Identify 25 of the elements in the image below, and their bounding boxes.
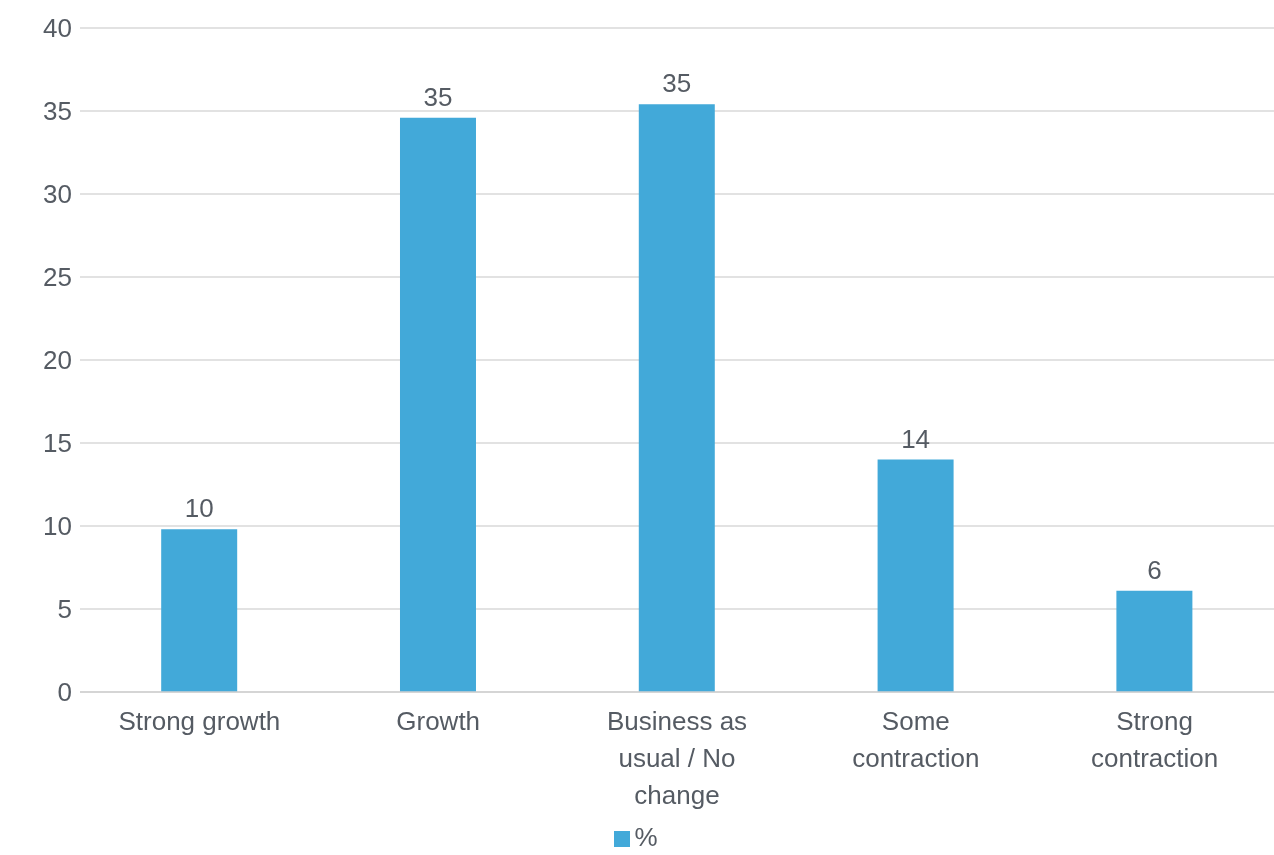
x-tick-label: Some contraction	[852, 706, 980, 773]
y-tick-label: 25	[43, 262, 72, 293]
x-tick-label: Strong contraction	[1091, 706, 1219, 773]
bar	[161, 529, 238, 692]
legend-label: %	[634, 822, 658, 852]
data-label: 35	[662, 68, 692, 99]
y-tick-label: 0	[57, 677, 72, 708]
y-tick-label: 40	[43, 13, 72, 44]
bar	[638, 104, 715, 692]
data-label: 10	[184, 493, 214, 524]
y-tick-label: 30	[43, 179, 72, 210]
y-tick-label: 10	[43, 511, 72, 542]
x-tick-label: Business as usual / No change	[606, 706, 748, 810]
y-tick-label: 5	[57, 594, 72, 625]
data-label: 14	[901, 423, 931, 454]
y-tick-label: 35	[43, 96, 72, 127]
data-label: 6	[1147, 554, 1162, 585]
x-tick-label: Strong growth	[118, 706, 281, 736]
bar	[1116, 590, 1193, 692]
bar	[399, 117, 476, 692]
y-tick-label: 15	[43, 428, 72, 459]
data-label: 35	[423, 81, 453, 112]
x-tick-label: Growth	[396, 706, 481, 736]
bar	[877, 459, 954, 692]
y-tick-label: 20	[43, 345, 72, 376]
